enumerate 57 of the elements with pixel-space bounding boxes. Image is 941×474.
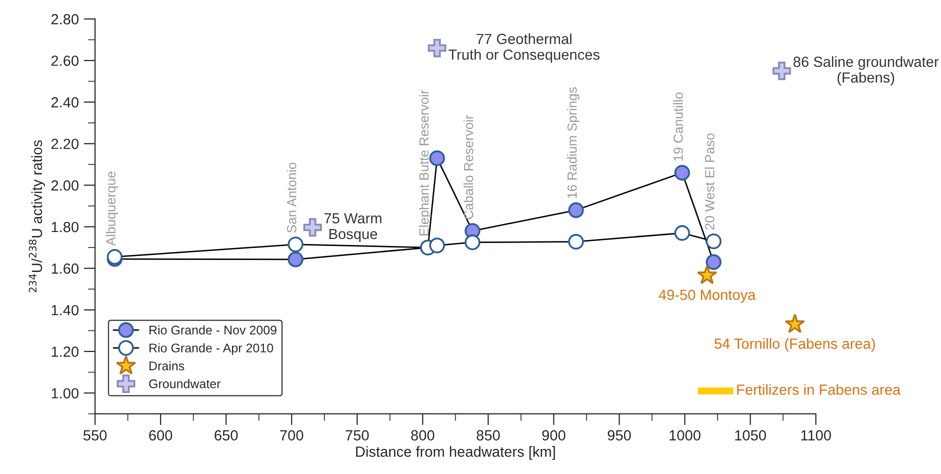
annotation: 20 West El Paso: [704, 133, 714, 230]
annotation: 54 Tornillo (Fabens area): [714, 338, 875, 352]
x-tick-label: 650: [214, 430, 238, 440]
point: [428, 38, 446, 58]
x-tick-label: 700: [280, 430, 304, 440]
y-tick-label: 2.00: [51, 180, 78, 191]
x-tick-label: 550: [83, 430, 107, 440]
x-tick-label: 1000: [670, 430, 700, 440]
y-tick-label: 1.80: [52, 222, 78, 232]
x-tick-label: 1050: [735, 430, 766, 440]
x-tick-label: 950: [608, 430, 631, 440]
point: [784, 314, 806, 334]
legend-label: Drains: [150, 361, 184, 370]
point: [568, 234, 584, 250]
y-tick-label: 1.00: [52, 388, 78, 398]
legend-label: Groundwater: [149, 379, 221, 388]
y-tick-label: 1.60: [52, 263, 78, 274]
point: [706, 254, 722, 270]
point: [464, 234, 480, 250]
annotation: Caballo Reservoir: [464, 115, 474, 220]
annotation: 75 Warm Bosque: [324, 213, 382, 242]
annotation: Fertilizers in Fabens area: [737, 384, 901, 395]
annotation: San Antonio: [286, 162, 296, 233]
y-tick-label: 1.20: [52, 346, 78, 357]
x-tick-label: 600: [149, 430, 172, 440]
annotation: Albuquerque: [106, 172, 118, 246]
y-tick-label: 2.60: [51, 56, 78, 66]
annotation: Elephant Butte Reservoir: [418, 90, 432, 236]
point: [568, 202, 584, 218]
point: [303, 218, 322, 237]
x-tick-label: 800: [411, 430, 434, 440]
x-tick-label: 1100: [801, 430, 831, 440]
y-tick-label: 1.40: [52, 304, 78, 316]
point: [706, 233, 722, 250]
point: [288, 236, 304, 252]
point: [772, 62, 792, 80]
point: [288, 252, 304, 268]
point: [429, 150, 445, 166]
legend-label: Rio Grande - Apr 2010: [150, 343, 274, 355]
x-tick-label: 900: [542, 430, 566, 440]
annotation: 19 Canutillo: [673, 92, 683, 161]
point: [674, 225, 690, 241]
y-tick-label: 2.80: [51, 14, 78, 24]
y-axis-title: $^{234}$U/$^{238}$U activity ratios: [28, 140, 45, 292]
point: [429, 238, 445, 254]
annotation: 86 Saline groundwater (Fabens): [794, 56, 939, 86]
y-tick-label: 2.40: [51, 97, 78, 108]
annotation: 16 Radium Springs: [567, 87, 580, 198]
point: [696, 264, 718, 284]
y-tick-label: 2.20: [51, 138, 78, 150]
x-tick-label: 850: [476, 430, 500, 440]
legend-label: Rio Grande - Nov 2009: [150, 325, 276, 335]
x-axis-title: Distance from headwaters [km]: [356, 446, 555, 460]
annotation: 77 Geothermal Truth or Consequences: [448, 33, 600, 63]
annotation: 49-50 Montoya: [658, 290, 756, 303]
x-tick-label: 750: [346, 430, 369, 440]
point: [674, 164, 690, 181]
